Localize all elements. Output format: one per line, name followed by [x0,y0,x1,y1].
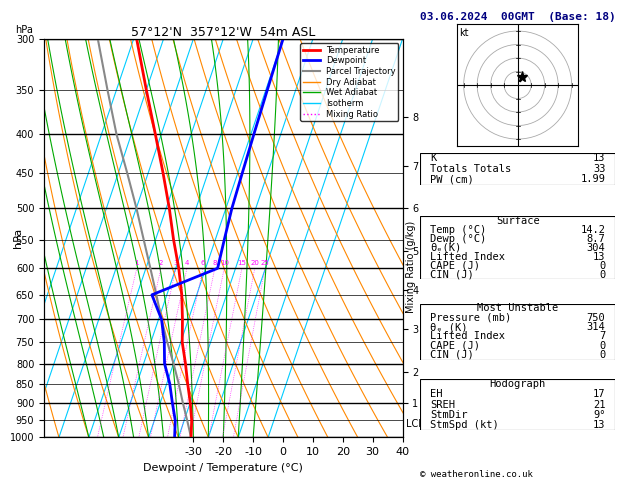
Text: 4: 4 [185,260,189,266]
Text: hPa: hPa [15,25,33,35]
Text: K: K [430,154,436,163]
Text: Mixing Ratio (g/kg): Mixing Ratio (g/kg) [406,221,416,313]
Text: 314: 314 [587,322,606,332]
Text: 13: 13 [593,420,606,430]
Text: Pressure (mb): Pressure (mb) [430,312,511,323]
Text: 0: 0 [599,270,606,280]
Text: kt: kt [460,28,469,38]
Text: EH: EH [430,389,442,399]
Text: PW (cm): PW (cm) [430,174,474,184]
Text: 2: 2 [159,260,163,266]
Legend: Temperature, Dewpoint, Parcel Trajectory, Dry Adiabat, Wet Adiabat, Isotherm, Mi: Temperature, Dewpoint, Parcel Trajectory… [301,43,398,121]
Text: 750: 750 [587,312,606,323]
Text: 03.06.2024  00GMT  (Base: 18): 03.06.2024 00GMT (Base: 18) [420,12,616,22]
Text: 9°: 9° [593,410,606,420]
Text: 17: 17 [593,389,606,399]
Text: 10: 10 [220,260,229,266]
X-axis label: Dewpoint / Temperature (°C): Dewpoint / Temperature (°C) [143,463,303,473]
Title: 57°12'N  357°12'W  54m ASL: 57°12'N 357°12'W 54m ASL [131,26,316,39]
Text: SREH: SREH [430,399,455,410]
Text: 6: 6 [201,260,205,266]
Text: 1.99: 1.99 [581,174,606,184]
Text: Totals Totals: Totals Totals [430,164,511,174]
Text: 0: 0 [599,341,606,351]
Text: θₑ(K): θₑ(K) [430,243,461,253]
Text: Dewp (°C): Dewp (°C) [430,234,486,244]
Text: StmSpd (kt): StmSpd (kt) [430,420,499,430]
Text: 0: 0 [599,261,606,271]
Text: © weatheronline.co.uk: © weatheronline.co.uk [420,469,533,479]
Text: 8.7: 8.7 [587,234,606,244]
Y-axis label: hPa: hPa [13,228,23,248]
Text: CAPE (J): CAPE (J) [430,261,480,271]
Text: 3: 3 [174,260,178,266]
Text: StmDir: StmDir [430,410,467,420]
FancyBboxPatch shape [420,304,615,360]
Text: Temp (°C): Temp (°C) [430,225,486,235]
Text: Surface: Surface [496,216,540,226]
Text: 33: 33 [593,164,606,174]
Text: Most Unstable: Most Unstable [477,303,559,313]
FancyBboxPatch shape [420,379,615,430]
Text: 1: 1 [135,260,139,266]
Y-axis label: km
ASL: km ASL [421,229,443,247]
Text: 15: 15 [237,260,247,266]
FancyBboxPatch shape [420,216,615,279]
Text: 25: 25 [260,260,269,266]
Text: Lifted Index: Lifted Index [430,252,505,262]
Text: 0: 0 [599,350,606,360]
Text: CAPE (J): CAPE (J) [430,341,480,351]
Text: 14.2: 14.2 [581,225,606,235]
Text: 7: 7 [599,331,606,341]
Text: CIN (J): CIN (J) [430,350,474,360]
FancyBboxPatch shape [420,153,615,185]
Text: LCL: LCL [406,419,424,429]
Text: 21: 21 [593,399,606,410]
Text: 13: 13 [593,154,606,163]
Text: Lifted Index: Lifted Index [430,331,505,341]
Text: Hodograph: Hodograph [489,379,546,389]
Text: θₑ (K): θₑ (K) [430,322,467,332]
Text: 13: 13 [593,252,606,262]
Text: CIN (J): CIN (J) [430,270,474,280]
Text: 8: 8 [213,260,217,266]
Text: 304: 304 [587,243,606,253]
Text: 20: 20 [250,260,259,266]
